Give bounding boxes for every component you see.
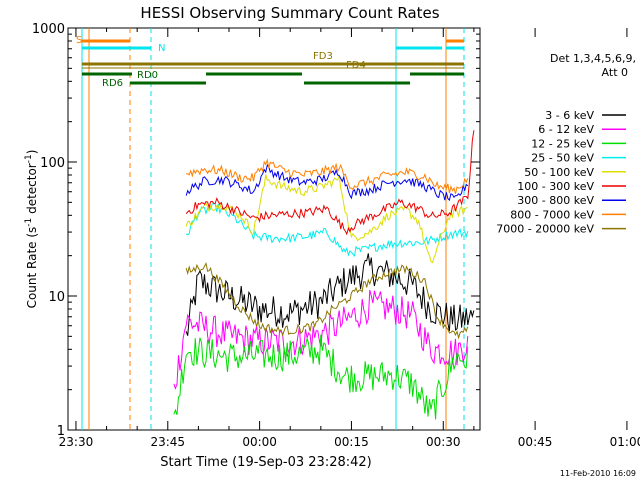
series-line — [185, 203, 469, 257]
series-line — [186, 158, 469, 194]
y-tick-label: 1000 — [32, 22, 65, 37]
legend-label: 12 - 25 keV — [531, 137, 594, 150]
x-tick-label: 23:30 — [59, 435, 94, 449]
series-line — [185, 164, 469, 202]
y-axis-label-part-1: Count Rate (s — [25, 227, 39, 309]
series-layer — [173, 130, 475, 420]
rd6-flag-label: RD6 — [102, 78, 123, 89]
legend-title-line-2: Att 0 — [602, 66, 628, 79]
legend-label: 3 - 6 keV — [545, 109, 594, 122]
y-axis-label-part-3: ) — [25, 150, 39, 155]
legend-title-line-1: Det 1,3,4,5,6,9, — [550, 52, 636, 65]
plot-frame — [67, 27, 481, 431]
legend-label: 100 - 300 keV — [517, 180, 594, 193]
saa-flag-label: S — [76, 35, 82, 46]
y-axis-label-part-2: detector — [25, 163, 39, 218]
flags-layer: S N FD3 FD4 RD0 RD6 — [76, 28, 465, 430]
y-axis: 1 10 100 1000 — [32, 22, 480, 439]
series-line — [173, 334, 469, 420]
series-line — [173, 289, 469, 390]
series-line — [185, 130, 475, 236]
series-line — [185, 174, 468, 264]
legend-label: 300 - 800 keV — [517, 194, 594, 207]
y-tick-label: 1 — [57, 424, 65, 439]
x-tick-label: 01:00 — [610, 435, 640, 449]
timestamp: 11-Feb-2010 16:09 — [560, 469, 636, 478]
y-axis-label-superscript-2: -1 — [24, 154, 34, 163]
legend-label: 7000 - 20000 keV — [496, 223, 594, 236]
legend-label: 50 - 100 keV — [524, 166, 594, 179]
series-line — [185, 261, 469, 340]
legend-label: 800 - 7000 keV — [510, 208, 594, 221]
fd3-flag-label: FD3 — [313, 51, 333, 62]
rd0-flag-label: RD0 — [137, 70, 158, 81]
chart-title: HESSI Observing Summary Count Rates — [140, 4, 439, 22]
y-tick-label: 100 — [40, 156, 65, 171]
fd4-flag-label: FD4 — [346, 60, 366, 71]
x-tick-label: 00:45 — [518, 435, 553, 449]
y-axis-label-superscript-1: -1 — [24, 218, 34, 227]
legend-label: 25 - 50 keV — [531, 152, 594, 165]
series-line — [185, 253, 475, 336]
legend-label: 6 - 12 keV — [538, 123, 594, 136]
x-tick-label: 00:15 — [334, 435, 369, 449]
x-tick-label: 23:45 — [150, 435, 185, 449]
y-axis-label: Count Rate (s-1 detector-1) — [24, 150, 39, 309]
y-tick-label: 10 — [48, 290, 65, 305]
x-axis: 23:30 23:45 00:00 00:15 00:30 00:45 01:00 — [59, 28, 640, 449]
night-flag-label: N — [158, 43, 165, 54]
x-tick-label: 00:00 — [242, 435, 277, 449]
x-tick-label: 00:30 — [426, 435, 461, 449]
x-axis-label: Start Time (19-Sep-03 23:28:42) — [160, 455, 371, 470]
